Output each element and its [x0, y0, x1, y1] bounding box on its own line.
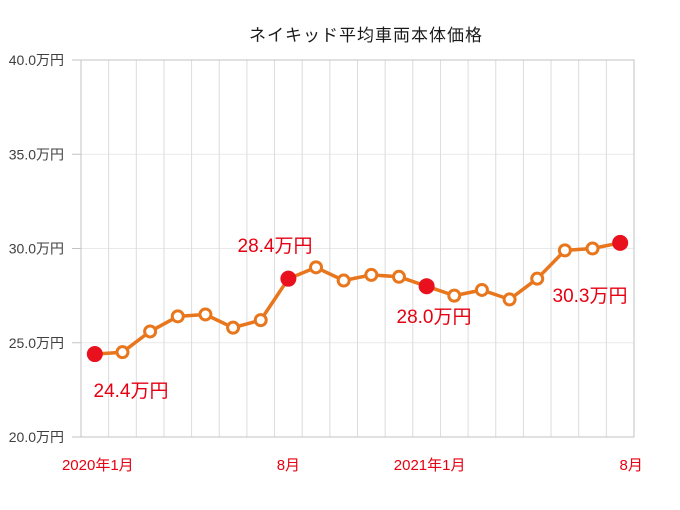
- data-point-marker: [170, 309, 185, 324]
- highlight-point-marker: [86, 346, 103, 363]
- x-axis-label: 8月: [277, 457, 300, 474]
- point-annotation: 28.0万円: [397, 307, 472, 328]
- point-annotation: 30.3万円: [553, 286, 628, 307]
- y-axis-label: 40.0万円: [9, 52, 64, 68]
- highlight-point-marker: [418, 278, 435, 295]
- y-axis-label: 25.0万円: [9, 335, 64, 351]
- data-point-marker: [585, 241, 600, 256]
- data-point-marker: [557, 243, 572, 258]
- data-point-marker: [391, 269, 406, 284]
- data-point-marker: [364, 267, 379, 282]
- data-point-marker: [115, 345, 130, 360]
- y-axis-label: 20.0万円: [9, 429, 64, 445]
- x-axis-label: 8月: [620, 457, 643, 474]
- x-axis-label: 2021年1月: [394, 457, 466, 474]
- data-point-marker: [198, 307, 213, 322]
- data-point-marker: [474, 282, 489, 297]
- data-point-marker: [143, 324, 158, 339]
- highlight-point-marker: [612, 234, 629, 251]
- data-point-marker: [502, 292, 517, 307]
- y-axis-label: 30.0万円: [9, 241, 64, 257]
- data-point-marker: [309, 260, 324, 275]
- y-axis-label: 35.0万円: [9, 146, 64, 162]
- point-annotation: 28.4万円: [238, 236, 313, 257]
- chart-title: ネイキッド平均車両本体価格: [249, 26, 483, 45]
- highlight-point-marker: [280, 270, 297, 287]
- data-point-marker: [226, 320, 241, 335]
- data-point-marker: [336, 273, 351, 288]
- data-point-marker: [447, 288, 462, 303]
- data-point-marker: [530, 271, 545, 286]
- point-annotation: 24.4万円: [94, 381, 169, 402]
- x-axis-label: 2020年1月: [62, 457, 134, 474]
- data-point-marker: [253, 313, 268, 328]
